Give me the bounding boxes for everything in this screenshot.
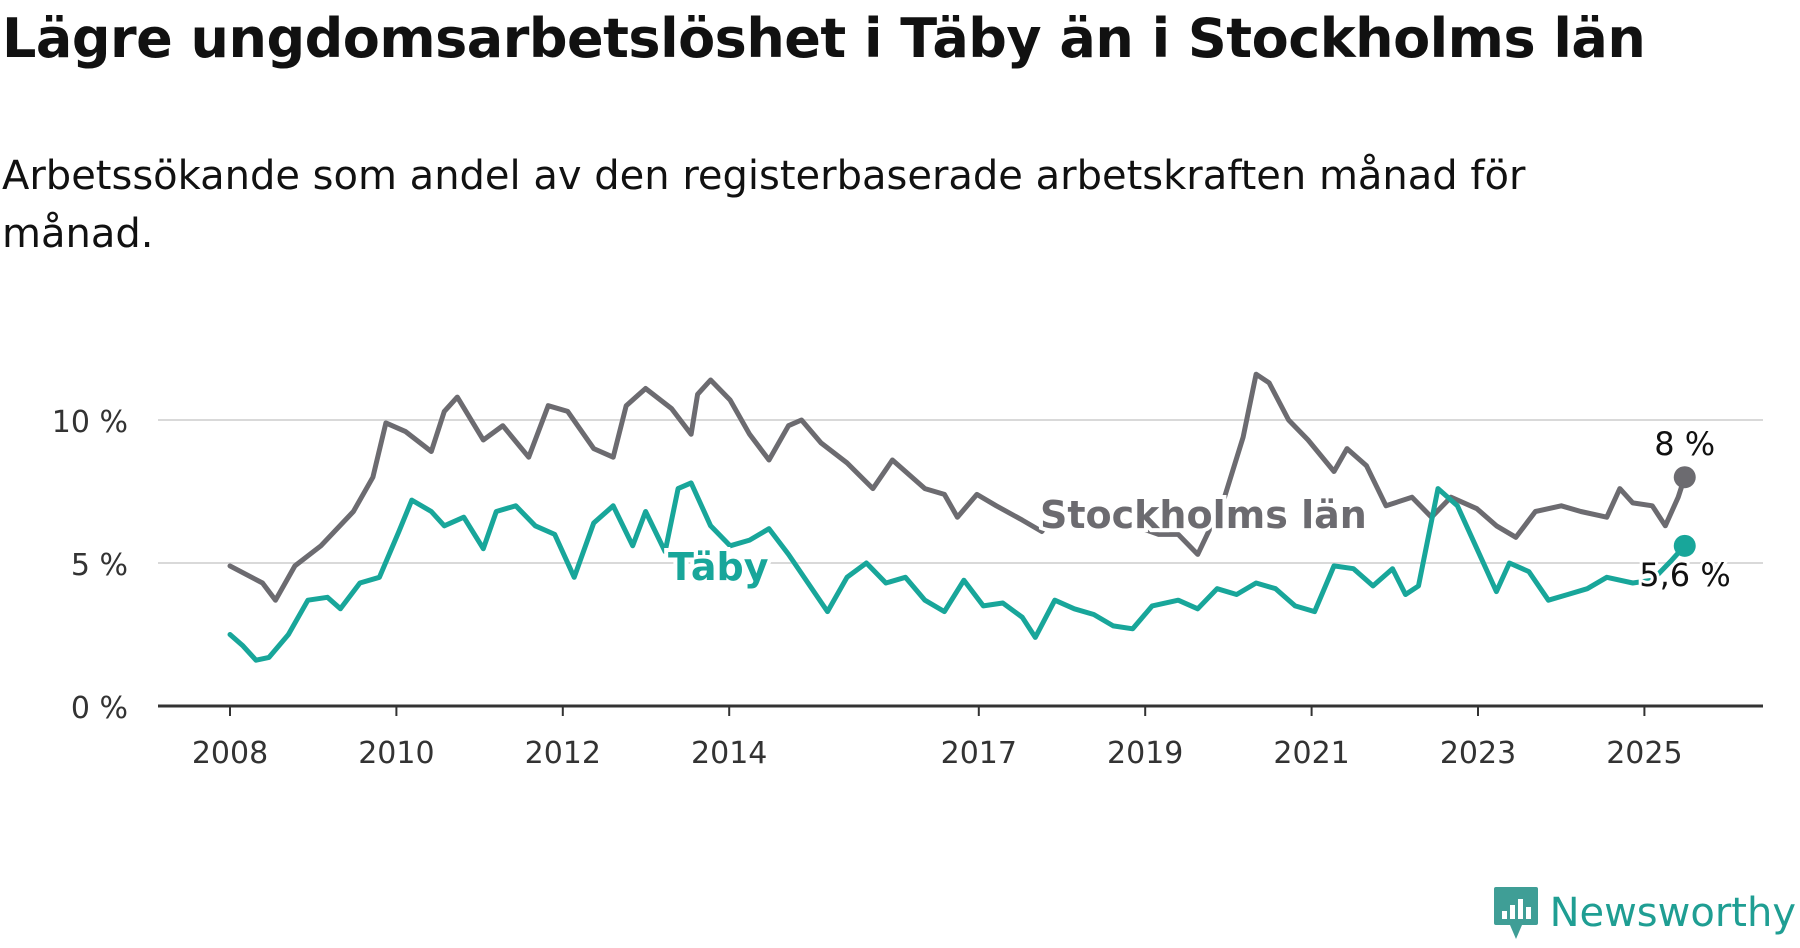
x-tick-label: 2025 (1606, 736, 1682, 771)
series-label-taby: Täby (668, 545, 769, 589)
x-tick-label: 2021 (1273, 736, 1349, 771)
x-tick-label: 2019 (1107, 736, 1183, 771)
x-tick-label: 2008 (192, 736, 268, 771)
y-tick-label: 0 % (71, 691, 128, 726)
chart-subtitle: Arbetssökande som andel av den registerb… (2, 153, 1526, 257)
newsworthy-logo: Newsworthy (1492, 878, 1796, 948)
series-label-stockholms-lan: Stockholms län (1040, 493, 1367, 537)
x-tick-label: 2010 (358, 736, 434, 771)
series-end-point (1673, 466, 1696, 489)
series-line-stockholms-lan (227, 371, 1688, 603)
newsworthy-chart-bubble-icon (1493, 887, 1538, 939)
series-line-taby (227, 480, 1688, 663)
y-tick-label: 10 % (52, 405, 128, 440)
logo-text: Newsworthy (1549, 890, 1796, 936)
x-tick-label: 2017 (941, 736, 1017, 771)
series-end-label: 5,6 % (1639, 556, 1730, 594)
series-end-label: 8 % (1654, 425, 1715, 463)
series-end-point (1673, 534, 1696, 557)
x-tick-label: 2012 (525, 736, 601, 771)
x-tick-label: 2014 (691, 736, 767, 771)
y-tick-label: 5 % (71, 548, 128, 583)
x-tick-label: 2023 (1440, 736, 1516, 771)
chart-title: Lägre ungdomsarbetslöshet i Täby än i St… (2, 7, 1646, 70)
